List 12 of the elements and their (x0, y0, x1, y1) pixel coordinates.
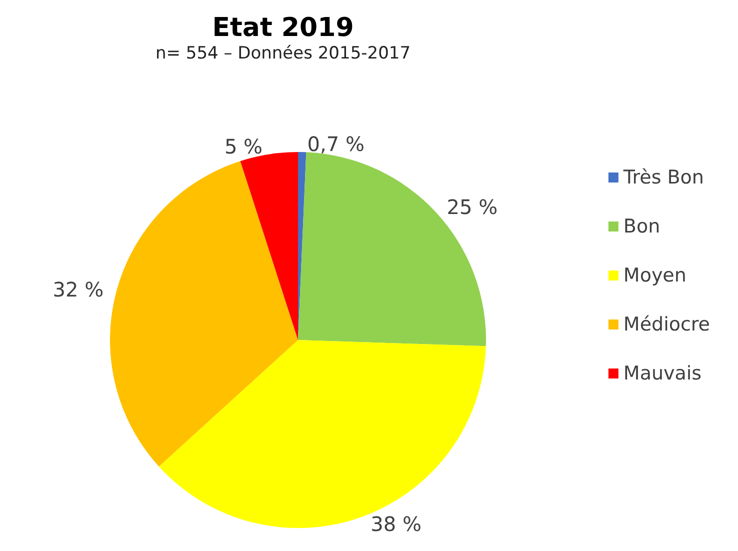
legend-label: Mauvais (623, 362, 702, 384)
legend-label: Bon (623, 216, 660, 238)
data-label: 5 % (224, 134, 263, 158)
chart-subtitle: n= 554 – Données 2015-2017 (155, 44, 411, 64)
legend-label: Médiocre (623, 314, 710, 336)
data-label: 0,7 % (307, 132, 364, 156)
data-label: 38 % (370, 512, 422, 536)
legend-label: Très Bon (622, 166, 704, 188)
chart-title: Etat 2019 (212, 13, 354, 43)
data-label: 25 % (446, 194, 498, 219)
data-label: 32 % (52, 278, 104, 302)
legend-label: Moyen (623, 264, 686, 286)
